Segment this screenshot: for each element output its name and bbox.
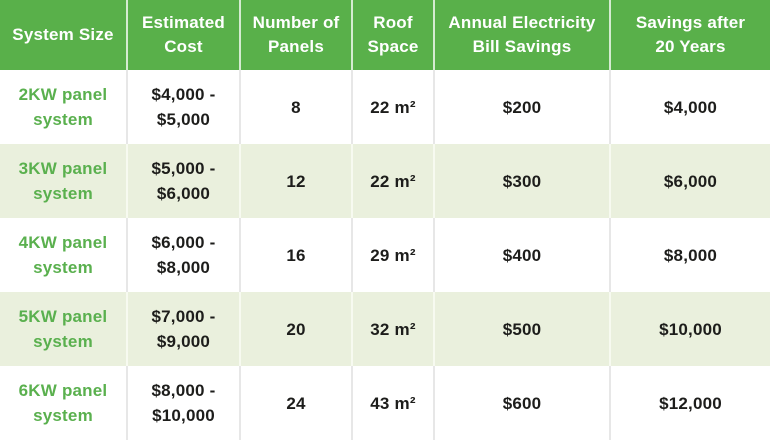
cell-system-size: 5KW panel system: [0, 292, 128, 366]
cell-panels: 24: [241, 366, 353, 440]
header-system-size: System Size: [0, 0, 128, 70]
cell-roof-space: 22 m²: [353, 70, 435, 144]
cell-savings-20-years: $8,000: [611, 218, 770, 292]
header-roof-space: Roof Space: [353, 0, 435, 70]
cell-panels: 8: [241, 70, 353, 144]
cell-estimated-cost: $7,000 - $9,000: [128, 292, 241, 366]
cell-annual-savings: $600: [435, 366, 611, 440]
cell-estimated-cost: $4,000 - $5,000: [128, 70, 241, 144]
cell-roof-space: 32 m²: [353, 292, 435, 366]
header-annual-bill-savings: Annual Electricity Bill Savings: [435, 0, 611, 70]
cell-panels: 12: [241, 144, 353, 218]
cell-estimated-cost: $5,000 - $6,000: [128, 144, 241, 218]
cell-savings-20-years: $6,000: [611, 144, 770, 218]
cell-roof-space: 43 m²: [353, 366, 435, 440]
cell-savings-20-years: $10,000: [611, 292, 770, 366]
cell-panels: 16: [241, 218, 353, 292]
cell-panels: 20: [241, 292, 353, 366]
cell-estimated-cost: $8,000 - $10,000: [128, 366, 241, 440]
cell-annual-savings: $200: [435, 70, 611, 144]
header-savings-20-years: Savings after 20 Years: [611, 0, 770, 70]
cell-annual-savings: $300: [435, 144, 611, 218]
cell-estimated-cost: $6,000 - $8,000: [128, 218, 241, 292]
header-number-of-panels: Number of Panels: [241, 0, 353, 70]
cell-savings-20-years: $4,000: [611, 70, 770, 144]
cell-system-size: 3KW panel system: [0, 144, 128, 218]
cell-annual-savings: $500: [435, 292, 611, 366]
cell-savings-20-years: $12,000: [611, 366, 770, 440]
cell-system-size: 6KW panel system: [0, 366, 128, 440]
cell-system-size: 4KW panel system: [0, 218, 128, 292]
header-estimated-cost: Estimated Cost: [128, 0, 241, 70]
cell-annual-savings: $400: [435, 218, 611, 292]
cell-roof-space: 22 m²: [353, 144, 435, 218]
cell-system-size: 2KW panel system: [0, 70, 128, 144]
cell-roof-space: 29 m²: [353, 218, 435, 292]
